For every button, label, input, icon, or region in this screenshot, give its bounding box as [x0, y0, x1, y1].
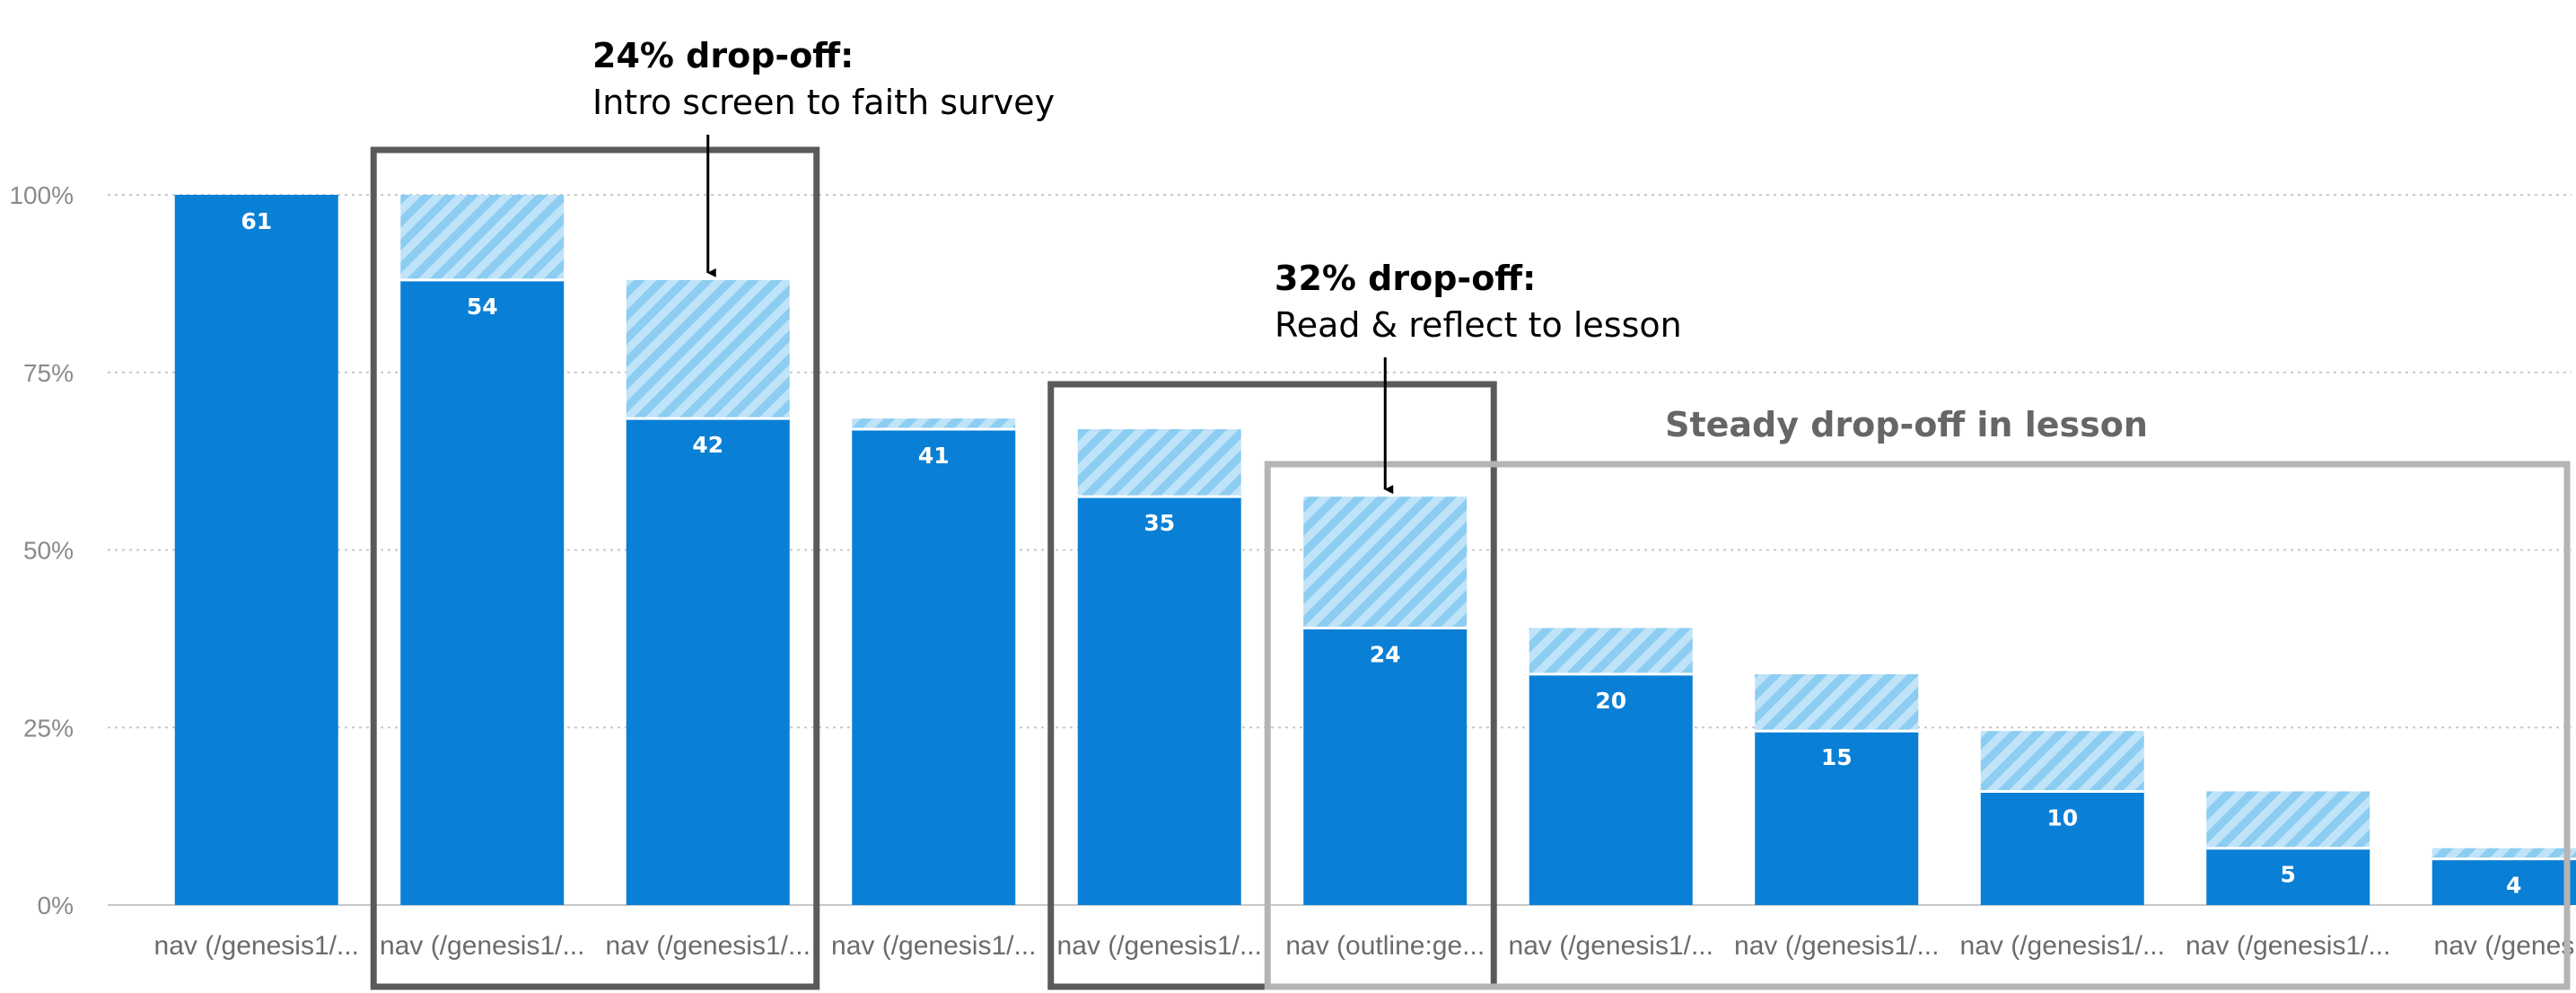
annotation-2-text: Read & reflect to lesson	[1275, 305, 1682, 345]
bar-completed-segment	[2431, 858, 2576, 905]
bar-dropoff-segment	[626, 279, 790, 419]
bar-value-label: 41	[918, 443, 950, 469]
bar-dropoff-segment	[2431, 848, 2576, 859]
bar-value-label: 5	[2281, 862, 2296, 888]
bar-value-label: 15	[1821, 744, 1853, 770]
x-tick-label: nav (/genesis1/...	[2186, 931, 2390, 961]
x-tick-label: nav (/genesis1/...	[1057, 931, 1262, 961]
y-tick-label: 100%	[9, 181, 74, 209]
bar-completed-segment	[852, 429, 1016, 905]
bar-dropoff-segment	[1980, 731, 2144, 792]
bar-completed-segment	[1755, 731, 1919, 905]
bar-value-label: 35	[1143, 510, 1175, 536]
annotation-3-title: Steady drop-off in lesson	[1665, 405, 2148, 444]
x-tick-label: nav (/genesis	[2434, 931, 2576, 961]
y-tick-label: 0%	[38, 892, 74, 919]
x-tick-label: nav (/genesis1/...	[606, 931, 810, 961]
x-axis-labels: nav (/genesis1/... nav (/genesis1/... nav …	[154, 931, 2576, 961]
bar-dropoff-segment	[1529, 628, 1693, 674]
bar-dropoff-segment	[400, 195, 565, 280]
bar-value-label: 42	[692, 432, 723, 458]
x-tick-label: nav (/genesis1/...	[1960, 931, 2165, 961]
annotations: 24% drop-off: Intro screen to faith surv…	[592, 36, 2148, 495]
x-tick-label: nav (/genesis1/...	[831, 931, 1036, 961]
y-axis: 0% 25% 50% 75% 100%	[9, 181, 74, 919]
annotation-1-text: Intro screen to faith survey	[592, 83, 1055, 122]
annotation-2-title: 32% drop-off:	[1275, 259, 1536, 298]
highlight-box-lesson	[1264, 461, 2571, 990]
bar-completed-segment	[400, 279, 565, 905]
bar-dropoff-segment	[1077, 429, 1241, 497]
bar-value-label: 24	[1370, 642, 1401, 668]
y-tick-label: 25%	[23, 714, 74, 742]
bar-completed-segment	[1077, 496, 1241, 905]
bar-value-label: 4	[2506, 873, 2521, 899]
x-tick-label: nav (/genesis1/...	[154, 931, 359, 961]
bar-completed-segment	[1303, 628, 1468, 905]
bar-dropoff-segment	[1303, 496, 1468, 628]
y-tick-label: 75%	[23, 359, 74, 387]
annotation-boxes	[370, 146, 2571, 990]
y-tick-label: 50%	[23, 537, 74, 565]
bar-completed-segment	[1980, 791, 2144, 905]
annotation-1-title: 24% drop-off:	[592, 36, 854, 75]
x-tick-label: nav (/genesis1/...	[1734, 931, 1939, 961]
bar-dropoff-segment	[2206, 791, 2370, 848]
bar-value-label: 10	[2046, 804, 2078, 830]
bar-value-label: 54	[467, 294, 498, 320]
bar-value-label: 61	[241, 208, 272, 234]
x-tick-label: nav (outline:ge...	[1285, 931, 1485, 961]
bar-completed-segment	[1529, 673, 1693, 905]
x-tick-label: nav (/genesis1/...	[1509, 931, 1713, 961]
highlight-box-intro	[370, 146, 820, 990]
bar-value-label: 20	[1595, 688, 1626, 714]
x-tick-label: nav (/genesis1/...	[380, 931, 584, 961]
bar-dropoff-segment	[852, 418, 1016, 430]
bar-dropoff-segment	[1755, 673, 1919, 732]
bar-completed-segment	[174, 195, 338, 905]
bar-completed-segment	[626, 418, 790, 905]
bar-completed-segment	[2206, 848, 2370, 905]
